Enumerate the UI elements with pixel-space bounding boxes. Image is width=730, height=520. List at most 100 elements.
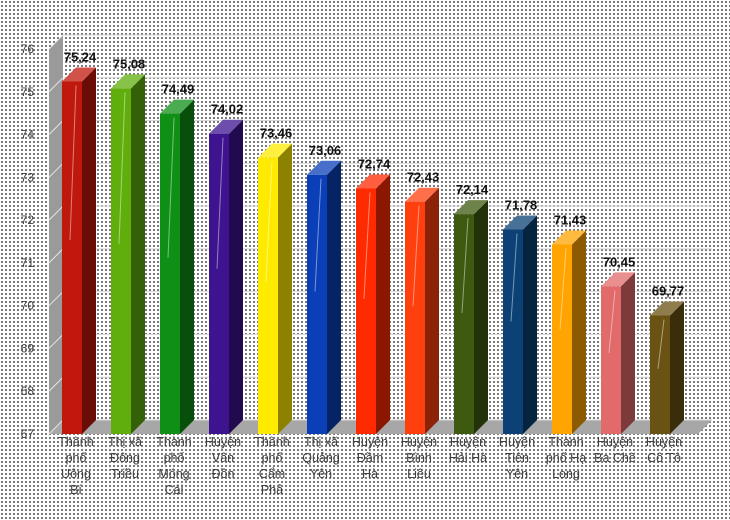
bar: [209, 119, 243, 434]
y-tick-label: 69: [21, 341, 35, 355]
bar-side: [229, 119, 243, 434]
y-tick-label: 73: [21, 170, 35, 184]
gridline-side: [48, 376, 64, 392]
bar-top: [258, 143, 292, 158]
y-tick-label: 67: [21, 427, 35, 441]
y-tick-label: 74: [21, 128, 35, 142]
bar: [650, 301, 684, 434]
data-label: 74,49: [162, 82, 195, 97]
bar-front: [454, 214, 474, 434]
bar: [62, 67, 96, 434]
bars: [62, 67, 684, 434]
gridline-side: [48, 248, 64, 264]
bar-front: [356, 188, 376, 434]
bar-highlight: [167, 117, 175, 258]
data-label: 69,77: [652, 284, 685, 299]
category-label: Huyện Vân Đồn: [205, 435, 241, 481]
bar-front: [405, 201, 425, 434]
bar-top: [552, 230, 586, 245]
bar: [356, 174, 390, 434]
bar-top: [160, 99, 194, 114]
bar-top: [209, 119, 243, 134]
bar-side: [670, 301, 684, 434]
data-label: 75,24: [64, 50, 97, 65]
bar-highlight: [314, 178, 322, 292]
y-tick-label: 72: [21, 213, 35, 227]
bar-side: [523, 215, 537, 434]
category-label: Thành phố Cẩm Phả: [254, 435, 289, 497]
category-label: Thành phố Hạ Long: [546, 435, 586, 481]
bar: [601, 272, 635, 434]
category-labels: Thành phố Uông Bí Thị xã Đông Triều Thành phố Món…: [58, 435, 682, 497]
bar-front: [601, 286, 621, 434]
bar-side: [278, 143, 292, 434]
bar-highlight: [265, 161, 273, 283]
bar-highlight: [559, 248, 567, 330]
bar: [405, 187, 439, 434]
bar-front: [111, 88, 131, 434]
bar-side: [621, 272, 635, 434]
data-label: 73,46: [260, 126, 293, 141]
bar-top: [650, 301, 684, 316]
bar-side: [425, 187, 439, 434]
gridline-side: [48, 162, 64, 178]
bar-side: [82, 67, 96, 434]
gridline-side: [48, 291, 64, 307]
bar-front: [503, 229, 523, 434]
bar-top: [405, 187, 439, 202]
bar-front: [650, 315, 670, 434]
bar: [503, 215, 537, 434]
data-label: 71,78: [505, 198, 538, 213]
bar-top: [62, 67, 96, 82]
bar-highlight: [69, 85, 77, 241]
y-tick-label: 75: [21, 85, 35, 99]
gridline-side: [48, 419, 64, 435]
bar: [307, 160, 341, 434]
bar-side: [572, 230, 586, 434]
bar-highlight: [657, 319, 665, 369]
bar-top: [503, 215, 537, 230]
bar-top: [601, 272, 635, 287]
gridline-side: [48, 205, 64, 221]
bar-highlight: [461, 218, 469, 314]
bar-front: [160, 113, 180, 434]
data-label: 70,45: [603, 254, 636, 269]
data-label: 73,06: [309, 143, 342, 158]
bar-side: [180, 99, 194, 434]
category-label: Thành phố Móng Cái: [156, 435, 191, 497]
gridline-side: [48, 120, 64, 135]
bar-front: [258, 157, 278, 434]
bar-highlight: [363, 192, 371, 299]
bar: [258, 143, 292, 434]
data-label: 71,43: [554, 212, 587, 227]
data-label: 72,14: [456, 182, 489, 197]
data-label: 72,74: [358, 156, 391, 171]
bar-side: [474, 200, 488, 434]
data-label: 74,02: [211, 102, 244, 117]
bar-front: [62, 81, 82, 434]
gridline-side: [48, 334, 64, 349]
bar-highlight: [510, 233, 518, 322]
bar-front: [209, 133, 229, 434]
bar-top: [307, 160, 341, 175]
bar: [111, 74, 145, 434]
category-label: Huyện Bình Liêu: [401, 435, 437, 481]
bar-highlight: [608, 290, 616, 353]
bar-top: [111, 74, 145, 89]
y-tick-label: 76: [21, 42, 35, 56]
bar: [552, 230, 586, 434]
category-label: Thị xã Đông Triều: [108, 435, 142, 481]
bar-highlight: [216, 137, 224, 269]
bar-side: [131, 74, 145, 434]
bar-side: [327, 160, 341, 434]
bar: [160, 99, 194, 434]
bar-top: [356, 174, 390, 189]
category-label: Thành phố Uông Bí: [58, 435, 93, 497]
category-label: Huyện Hải Hà: [449, 435, 487, 465]
gridline-side: [48, 34, 64, 50]
category-label: Thị xã Quảng Yên: [302, 435, 340, 481]
bar-highlight: [412, 205, 420, 307]
data-labels: 75,24 75,08 74,49 74,02 73,46 73,06 72,74 72,43…: [64, 50, 685, 299]
bar-front: [552, 244, 572, 434]
